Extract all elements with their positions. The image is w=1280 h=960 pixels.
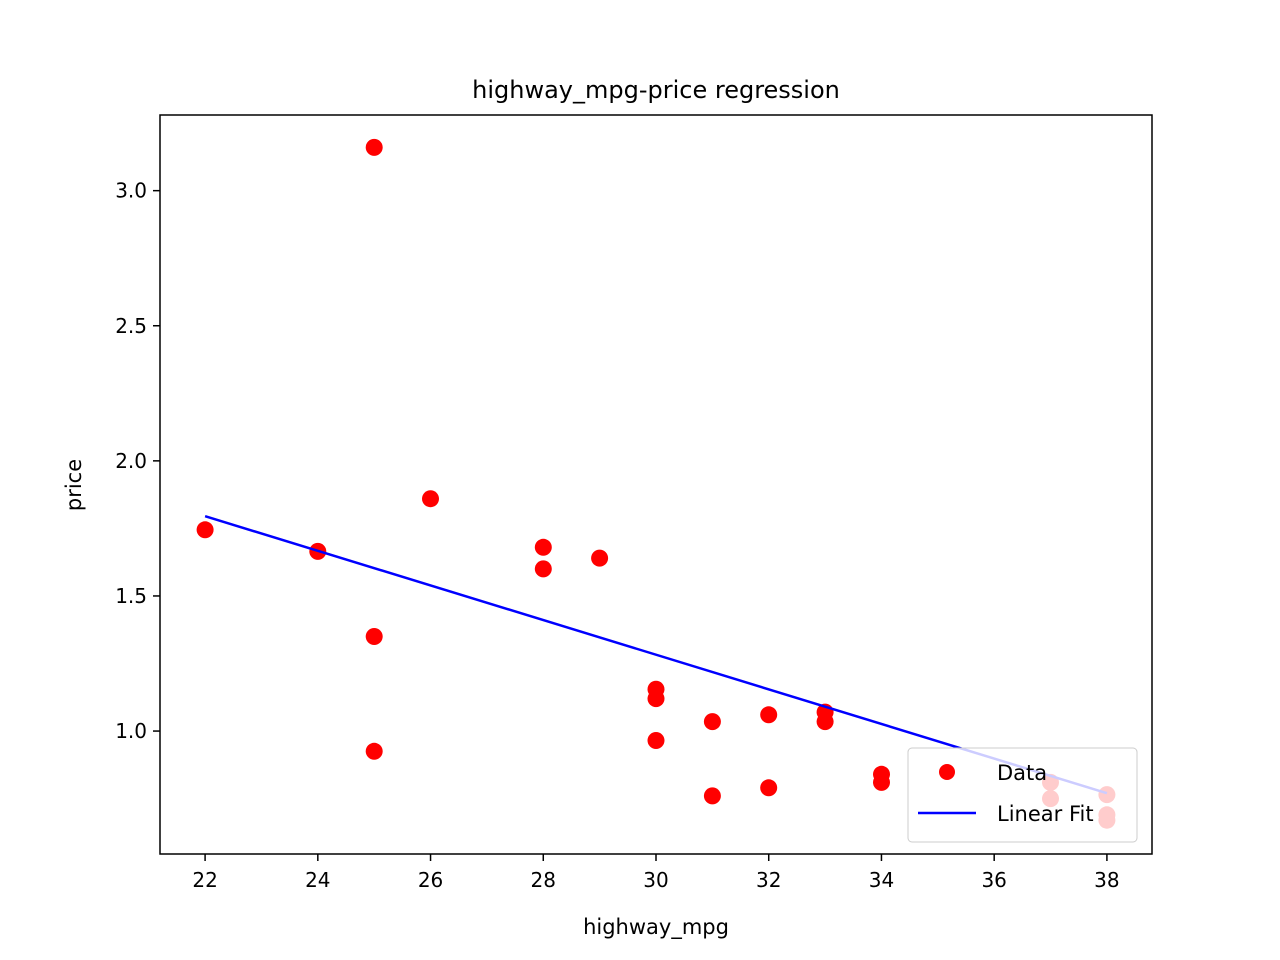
x-axis-title: highway_mpg (583, 915, 729, 940)
x-tick-label-3: 28 (531, 868, 556, 892)
legend-data-label: Data (997, 761, 1047, 785)
data-point-10 (647, 690, 665, 708)
data-point-4 (365, 742, 383, 760)
y-tick-label-2: 2.0 (115, 449, 147, 473)
data-point-11 (647, 732, 665, 749)
y-tick-label-0: 1.0 (115, 719, 147, 743)
x-tick-label-8: 38 (1094, 868, 1119, 892)
x-tick-label-4: 30 (643, 868, 668, 892)
data-point-13 (703, 787, 721, 805)
legend-fit-label: Linear Fit (997, 802, 1094, 826)
x-tick-label-0: 22 (192, 868, 217, 892)
data-point-12 (703, 713, 721, 731)
data-point-7 (534, 560, 552, 578)
data-point-14 (760, 706, 778, 724)
y-tick-label-3: 2.5 (115, 314, 147, 338)
y-tick-label-1: 1.5 (115, 584, 147, 608)
x-tick-label-2: 26 (418, 868, 443, 892)
data-point-6 (534, 538, 552, 556)
legend-box (907, 747, 1138, 843)
x-tick-label-5: 32 (756, 868, 781, 892)
x-tick-label-6: 34 (869, 868, 894, 892)
legend: Data Linear Fit (907, 747, 1138, 843)
x-tick-label-1: 24 (305, 868, 330, 892)
data-point-15 (760, 779, 778, 797)
data-point-17 (816, 713, 834, 731)
data-point-8 (591, 549, 609, 567)
data-point-3 (365, 628, 383, 645)
linear-fit-line (204, 515, 1108, 795)
data-point-2 (365, 138, 383, 156)
y-axis: 1.0 1.5 2.0 2.5 3.0 (115, 179, 160, 743)
data-point-5 (422, 490, 439, 508)
x-tick-label-7: 36 (981, 868, 1006, 892)
y-tick-label-4: 3.0 (115, 179, 147, 203)
chart-title: highway_mpg-price regression (472, 76, 840, 104)
legend-data-marker (939, 764, 955, 780)
y-axis-title: price (62, 459, 86, 511)
x-axis: 22 24 26 28 30 32 34 36 38 (192, 854, 1120, 892)
data-point-0 (196, 521, 214, 539)
data-point-19 (873, 773, 890, 791)
